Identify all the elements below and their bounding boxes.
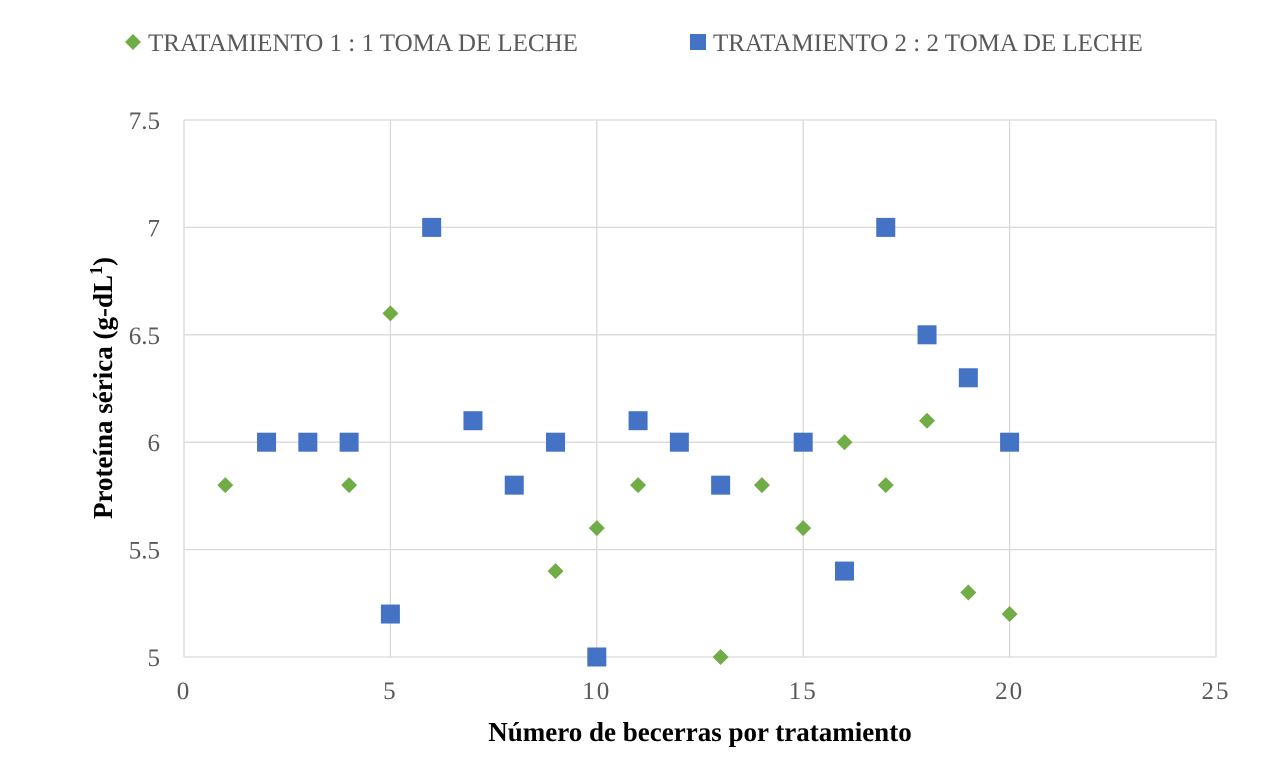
data-point-series-1 [919,412,936,429]
data-point-series-1 [588,520,605,537]
y-tick-label: 5 [148,645,161,672]
y-axis-ticks: 5 5.5 6 6.5 7 7.5 [129,108,160,672]
legend-label-series-1: TRATAMIENTO 1 : 1 TOMA DE LECHE [148,30,578,57]
x-axis-ticks: 0 5 10 15 20 25 [177,678,1231,705]
data-point-series-2 [793,432,813,452]
data-point-series-2 [876,217,896,237]
legend-marker-series-2 [690,34,706,50]
x-tick-label: 5 [383,678,398,705]
legend-marker-series-1 [125,34,141,50]
data-point-series-2 [422,217,442,237]
data-point-series-1 [753,477,770,494]
data-point-series-2 [546,432,566,452]
data-point-series-2 [669,432,689,452]
data-point-series-1 [712,649,729,665]
y-tick-label: 5.5 [129,538,160,565]
data-point-series-2 [587,647,607,667]
data-point-series-2 [463,411,483,431]
data-point-series-2 [257,432,277,452]
y-axis-title-end: ) [88,257,118,266]
legend: TRATAMIENTO 1 : 1 TOMA DE LECHE TRATAMIE… [125,30,1143,57]
data-point-series-2 [339,432,359,452]
x-axis-title: Número de becerras por tratamiento [488,717,911,747]
data-point-series-2 [298,432,318,452]
data-point-series-1 [547,563,564,580]
data-point-series-1 [382,305,399,322]
gridlines [183,119,1217,658]
data-point-series-2 [917,325,937,345]
x-tick-label: 10 [582,678,611,705]
x-tick-label: 25 [1202,678,1231,705]
x-tick-label: 15 [789,678,818,705]
data-point-series-1 [341,477,358,494]
data-point-series-1 [217,477,234,494]
data-point-series-2 [958,368,978,388]
y-axis-title-main: Proteína sérica (g-dL [88,275,118,519]
y-tick-label: 7.5 [129,108,160,135]
y-tick-label: 7 [148,215,161,242]
data-point-series-2 [628,411,648,431]
data-point-series-2 [834,561,854,581]
y-axis-title: Proteína sérica (g-dL1) [86,257,118,519]
data-point-series-1 [877,477,894,494]
data-point-series-2 [380,604,400,624]
data-point-series-1 [836,434,853,451]
x-tick-label: 0 [177,678,192,705]
x-tick-label: 20 [995,678,1024,705]
data-point-series-2 [504,475,524,495]
data-point-series-2 [1000,432,1020,452]
data-point-series-2 [711,475,731,495]
data-points [217,217,1020,667]
data-point-series-1 [795,520,812,537]
y-axis-title-superscript: 1 [86,266,106,275]
data-point-series-1 [960,584,977,601]
legend-label-series-2: TRATAMIENTO 2 : 2 TOMA DE LECHE [713,30,1143,57]
data-point-series-1 [630,477,647,494]
data-point-series-1 [1001,606,1018,623]
y-tick-label: 6.5 [129,323,160,350]
y-tick-label: 6 [148,430,161,457]
